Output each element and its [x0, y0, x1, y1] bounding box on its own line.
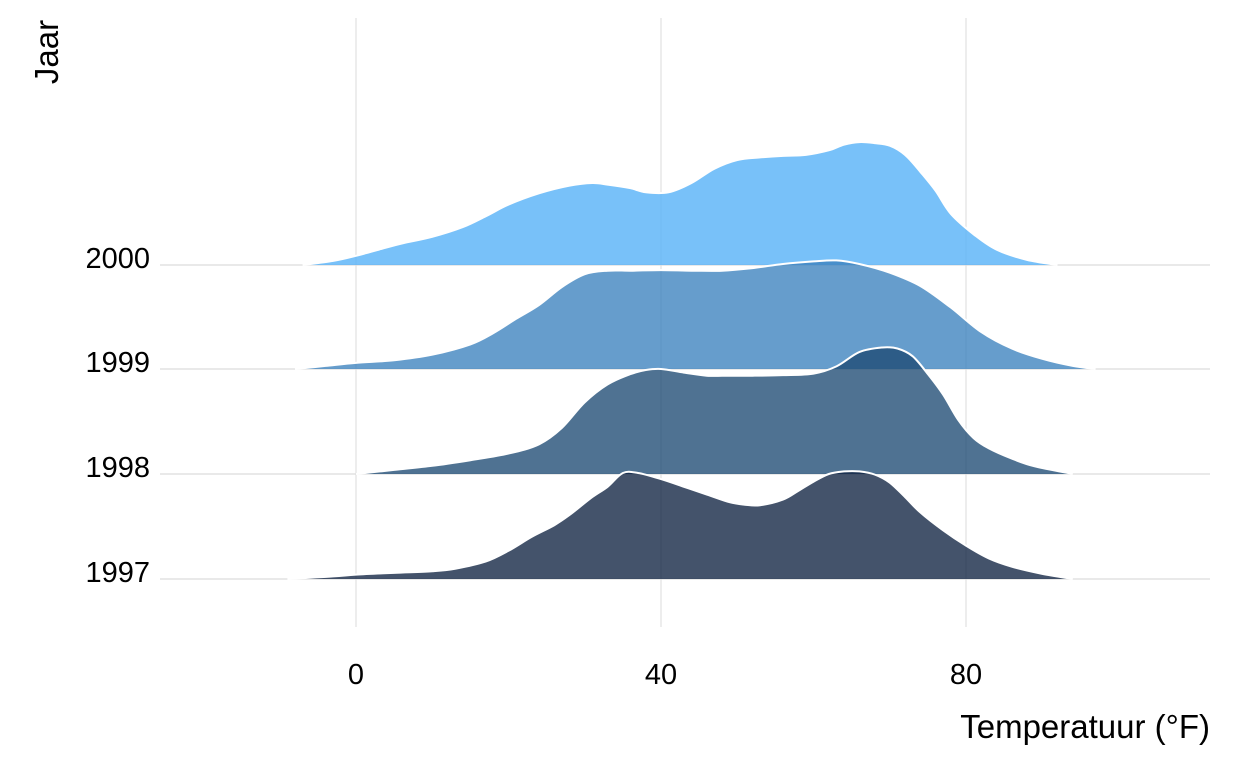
y-tick-labels: 1997 1998 1999 2000	[85, 243, 150, 589]
ridge-area-2000	[302, 142, 1058, 265]
y-axis-title: Jaar	[28, 20, 65, 84]
ridge-area-1998	[356, 347, 1073, 474]
ridges	[287, 141, 1096, 580]
y-tick-label: 1998	[85, 452, 150, 484]
x-tick-label: 0	[348, 659, 364, 691]
x-tick-labels: 0 40 80	[348, 659, 982, 691]
y-tick-label: 2000	[85, 243, 150, 275]
y-tick-label: 1997	[85, 557, 150, 589]
ridge-outline-1998	[355, 346, 1073, 475]
x-tick-label: 40	[645, 659, 677, 691]
ridge-1999	[294, 259, 1096, 370]
ridge-1997	[287, 470, 1073, 580]
ridge-area-1997	[287, 471, 1073, 579]
ridge-outline-1997	[287, 470, 1073, 580]
y-tick-label: 1999	[85, 347, 150, 379]
x-axis-title: Temperatuur (°F)	[960, 708, 1210, 745]
ridge-outline-1999	[294, 259, 1096, 370]
x-tick-label: 80	[950, 659, 982, 691]
ridge-area-1999	[295, 260, 1096, 369]
ridge-outline-2000	[302, 141, 1058, 266]
ridge-2000	[302, 141, 1058, 266]
ridge-1998	[355, 346, 1073, 475]
